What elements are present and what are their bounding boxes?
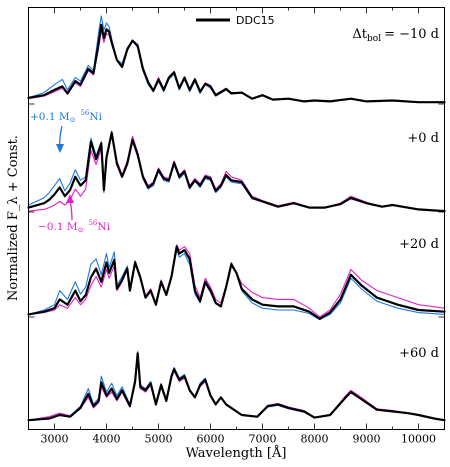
x-axis-label: Wavelength [Å] [186,445,287,461]
annotation-plus-ni-text: +0.1 M⊙ 56Ni [30,109,103,124]
x-tick-label-5000: 5000 [145,433,173,446]
plot-frame [28,7,445,430]
epoch-label-0: +0 d [407,131,439,146]
annotation-minus-ni-sup: 56 [88,219,97,227]
x-tick-label-4000: 4000 [93,433,121,446]
annotation-plus-ni-tail: Ni [89,111,102,123]
annotation-minus-ni-tail: Ni [97,221,110,233]
epoch-label-20: +20 d [399,237,439,252]
annotation-minus-ni-text: −0.1 M⊙ 56Ni [38,219,111,234]
panel-separator-ticks [28,103,445,318]
annotation-plus-ni-sun: ⊙ [70,116,76,124]
x-tick-label-8000: 8000 [301,433,329,446]
spectrum-line-minus-ni-panel-0 [27,29,446,103]
x-tick-label-10000: 10000 [401,433,436,446]
annotation-minus-ni: −0.1 M⊙ 56Ni [38,194,111,234]
annotation-plus-ni: +0.1 M⊙ 56Ni [30,109,103,153]
x-tick-label-9000: 9000 [353,433,381,446]
x-tick-label-3000: 3000 [41,433,69,446]
epoch-sub-bol: bol [367,34,381,44]
epoch-label-60: +60 d [399,346,439,361]
annotation-plus-ni-main: +0.1 M [30,111,70,123]
x-tick-label-7000: 7000 [249,433,277,446]
annotation-plus-ni-sup: 56 [80,109,89,117]
x-ticks: 3000 4000 5000 6000 7000 8000 9000 10000 [28,7,445,446]
spectrum-line-ddc15-panel-0 [27,23,446,104]
y-axis-label: Normalized F_λ + Const. [6,135,21,301]
y-axis-label-text: Normalized F_λ + Const. [6,135,21,301]
annotation-minus-ni-sun: ⊙ [78,226,84,234]
x-tick-label-6000: 6000 [197,433,225,446]
epoch-label-minus10: Δtbol = −10 d [352,27,439,44]
spectrum-line-plus-ni-panel-0 [27,15,446,103]
spectrum-line-plus-ni-panel-2 [27,249,446,321]
spectrum-line-ddc15-panel-1 [27,131,446,213]
legend-label-ddc15: DDC15 [236,14,275,27]
spectrum-line-ddc15-panel-3 [27,352,446,422]
epoch-delta-t: Δt [352,27,367,42]
annotation-plus-arrowhead [56,144,64,153]
legend: DDC15 [196,14,275,27]
epoch-value-minus10: = −10 d [384,27,439,42]
series-layer [27,15,446,422]
annotation-minus-arrowhead [66,194,74,203]
spectrum-line-ddc15-panel-2 [27,245,446,320]
annotation-minus-ni-main: −0.1 M [38,221,78,233]
